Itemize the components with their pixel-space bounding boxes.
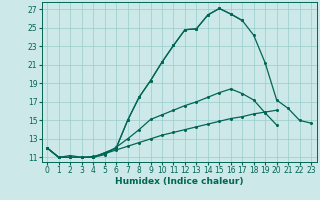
X-axis label: Humidex (Indice chaleur): Humidex (Indice chaleur) (115, 177, 244, 186)
